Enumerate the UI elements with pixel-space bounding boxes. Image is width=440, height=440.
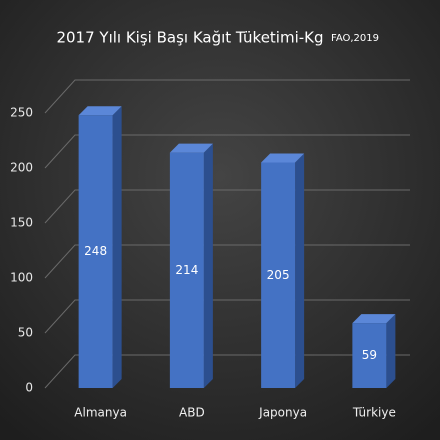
bar-top [261,153,305,163]
x-tick-label: Almanya [74,406,127,420]
bar-side [295,153,305,388]
y-tick-label: 100 [10,271,33,285]
grid-line [44,79,410,114]
x-tick-label: Japonya [258,406,307,420]
bar-side [203,143,213,388]
data-label: 214 [175,263,198,277]
bar [169,152,204,388]
data-label: 59 [362,348,377,362]
y-tick-label: 200 [10,161,33,175]
chart-source: FAO,2019 [331,33,379,44]
bar-top [169,143,213,153]
bar-side [112,106,122,388]
bar [261,162,296,388]
x-tick-label: Türkiye [352,406,396,420]
y-tick-label: 150 [10,216,33,230]
y-tick-label: 0 [25,381,33,395]
x-tick-label: ABD [179,406,205,420]
y-tick-label: 50 [18,326,33,340]
bar [352,323,387,388]
bar-top [352,314,396,324]
y-tick-label: 250 [10,106,33,120]
bar-side [386,314,396,388]
data-label: 248 [84,244,107,258]
bar-top [78,106,122,116]
data-label: 205 [267,268,290,282]
bar [78,115,113,388]
chart-title: 2017 Yılı Kişi Başı Kağıt Tüketimi-Kg [56,29,323,47]
grid-line [44,134,410,169]
